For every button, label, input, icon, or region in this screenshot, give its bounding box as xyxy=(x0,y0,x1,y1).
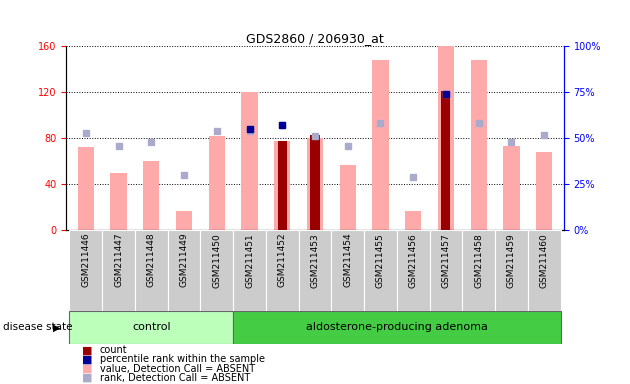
Text: GSM211459: GSM211459 xyxy=(507,233,516,288)
Bar xyxy=(209,136,225,230)
Bar xyxy=(233,311,561,344)
Text: disease state: disease state xyxy=(3,322,72,333)
Text: ▶: ▶ xyxy=(53,322,60,333)
Bar xyxy=(311,135,319,230)
Bar xyxy=(430,230,462,311)
Bar xyxy=(495,230,528,311)
Text: count: count xyxy=(100,345,127,355)
Bar xyxy=(168,230,200,311)
Bar xyxy=(462,230,495,311)
Text: GSM211447: GSM211447 xyxy=(114,233,123,288)
Bar xyxy=(340,165,356,230)
Bar xyxy=(233,230,266,311)
Text: ■: ■ xyxy=(82,364,93,374)
Bar xyxy=(364,230,397,311)
Text: GSM211449: GSM211449 xyxy=(180,233,188,288)
Text: rank, Detection Call = ABSENT: rank, Detection Call = ABSENT xyxy=(100,373,249,383)
Text: percentile rank within the sample: percentile rank within the sample xyxy=(100,354,265,364)
Title: GDS2860 / 206930_at: GDS2860 / 206930_at xyxy=(246,32,384,45)
Text: GSM211451: GSM211451 xyxy=(245,233,254,288)
Text: ■: ■ xyxy=(82,345,93,355)
Text: GSM211457: GSM211457 xyxy=(442,233,450,288)
Bar xyxy=(77,147,94,230)
Bar xyxy=(241,92,258,230)
Bar xyxy=(299,230,331,311)
Bar xyxy=(69,311,233,344)
Bar xyxy=(405,211,421,230)
Text: GSM211452: GSM211452 xyxy=(278,233,287,288)
Text: GSM211460: GSM211460 xyxy=(540,233,549,288)
Text: GSM211446: GSM211446 xyxy=(81,233,90,288)
Bar xyxy=(176,211,192,230)
Bar xyxy=(372,60,389,230)
Text: value, Detection Call = ABSENT: value, Detection Call = ABSENT xyxy=(100,364,255,374)
Bar xyxy=(536,152,553,230)
Text: GSM211454: GSM211454 xyxy=(343,233,352,288)
Text: GSM211456: GSM211456 xyxy=(409,233,418,288)
Text: control: control xyxy=(132,322,171,333)
Text: GSM211453: GSM211453 xyxy=(311,233,319,288)
Text: aldosterone-producing adenoma: aldosterone-producing adenoma xyxy=(306,322,488,333)
Text: ■: ■ xyxy=(82,354,93,364)
Bar xyxy=(135,230,168,311)
Bar xyxy=(331,230,364,311)
Bar xyxy=(278,141,287,230)
Bar xyxy=(307,138,323,230)
Bar xyxy=(274,141,290,230)
Bar xyxy=(102,230,135,311)
Bar xyxy=(110,173,127,230)
Text: GSM211455: GSM211455 xyxy=(376,233,385,288)
Bar xyxy=(503,146,520,230)
Bar xyxy=(438,12,454,230)
Bar xyxy=(471,60,487,230)
Bar xyxy=(143,161,159,230)
Bar xyxy=(266,230,299,311)
Bar xyxy=(200,230,233,311)
Bar xyxy=(442,91,450,230)
Bar xyxy=(528,230,561,311)
Bar xyxy=(397,230,430,311)
Bar xyxy=(69,230,102,311)
Text: GSM211448: GSM211448 xyxy=(147,233,156,288)
Text: GSM211450: GSM211450 xyxy=(212,233,221,288)
Text: ■: ■ xyxy=(82,373,93,383)
Text: GSM211458: GSM211458 xyxy=(474,233,483,288)
